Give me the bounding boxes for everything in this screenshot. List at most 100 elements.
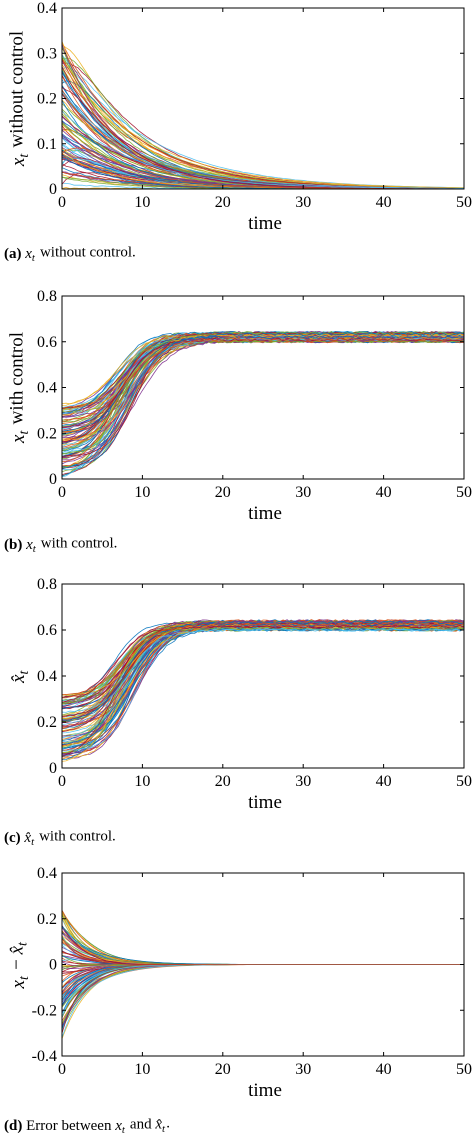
- trajectory-line: [62, 918, 464, 965]
- trajectory-line: [62, 964, 464, 1031]
- trajectory-line: [62, 964, 464, 1000]
- trajectory-line: [62, 624, 464, 699]
- x-tick-label: 0: [58, 773, 66, 790]
- x-axis-label: time: [248, 503, 282, 524]
- trajectory-line: [62, 917, 464, 965]
- y-tick-label: 0.4: [37, 865, 57, 882]
- x-tick-label: 10: [134, 484, 150, 501]
- x-tick-label: 10: [134, 773, 150, 790]
- trajectory-line: [62, 338, 464, 452]
- y-axis-label: xt with control: [6, 332, 31, 444]
- trajectory-line: [62, 330, 464, 459]
- trajectory-line: [62, 46, 464, 189]
- y-axis-label: xt − x̂t: [5, 941, 31, 990]
- trajectory-line: [62, 625, 464, 703]
- x-tick-label: 40: [376, 484, 392, 501]
- chart-panel-b: 0 10 20 30 40 50 0 0.2 0.4 0.6 0.8 time xt with cont…: [4, 288, 472, 555]
- x-tick-label: 30: [295, 773, 311, 790]
- y-tick-label: 0: [49, 181, 57, 198]
- trajectory-line: [62, 964, 464, 1029]
- trajectory-line: [62, 964, 464, 1030]
- trajectory-line: [62, 910, 464, 965]
- y-tick-label: 0: [49, 471, 57, 488]
- trajectory-line: [62, 912, 464, 965]
- trajectory-line: [62, 335, 464, 406]
- trajectory-line: [62, 54, 464, 189]
- x-tick-label: 40: [376, 194, 392, 211]
- caption: (d) Error between xt and x̂t .: [4, 1115, 170, 1136]
- x-tick-label: 20: [215, 484, 231, 501]
- y-axis-label: xt without control: [6, 31, 31, 167]
- x-tick-label: 50: [456, 194, 472, 211]
- trajectory-line: [62, 628, 464, 713]
- trajectory-line: [62, 910, 464, 965]
- axes-box: [61, 583, 465, 769]
- x-tick-label: 30: [295, 1061, 311, 1078]
- trajectory-line: [62, 337, 464, 467]
- x-tick-label: 0: [58, 1061, 66, 1078]
- trajectory-line: [62, 110, 464, 189]
- y-tick-label: 0.6: [37, 334, 57, 351]
- x-tick-label: 20: [215, 1061, 231, 1078]
- trajectory-line: [62, 339, 464, 450]
- trajectories-c: [62, 619, 464, 762]
- x-tick-label: 40: [376, 1061, 392, 1078]
- trajectory-line: [62, 964, 464, 1025]
- trajectory-line: [62, 331, 464, 451]
- x-tick-label: 10: [134, 1061, 150, 1078]
- y-tick-label: 0: [49, 760, 57, 777]
- x-axis-label: time: [248, 1080, 282, 1101]
- trajectory-line: [62, 92, 464, 189]
- y-tick-label: 0.2: [37, 714, 57, 731]
- trajectory-line: [62, 620, 464, 718]
- trajectory-line: [62, 964, 464, 1027]
- trajectory-line: [62, 338, 464, 429]
- trajectory-line: [62, 338, 464, 451]
- trajectories-d: [62, 910, 464, 1039]
- trajectory-line: [62, 913, 464, 965]
- chart-panel-c: 0 10 20 30 40 50 0 0.2 0.4 0.6 0.8 time x̂t (c) x̂t …: [4, 576, 472, 848]
- trajectory-line: [62, 45, 464, 189]
- trajectory-line: [62, 964, 464, 1028]
- y-tick-label: 0.4: [37, 668, 57, 685]
- trajectory-line: [62, 964, 464, 1025]
- caption: (c) x̂t with control.: [4, 829, 116, 849]
- trajectory-line: [62, 622, 464, 696]
- y-tick-label: 0: [49, 957, 57, 974]
- trajectory-line: [62, 339, 464, 423]
- x-tick-label: 10: [134, 194, 150, 211]
- y-axis-label: x̂t: [6, 669, 31, 684]
- trajectory-line: [62, 964, 464, 1039]
- chart-panel-a: 0 10 20 30 40 50 0 0.1 0.2 0.3 0.4 time xt without c…: [4, 0, 472, 264]
- trajectory-line: [62, 911, 464, 965]
- trajectory-line: [62, 68, 464, 189]
- y-tick-label: 0.2: [37, 425, 57, 442]
- x-tick-label: 40: [376, 773, 392, 790]
- y-tick-label: 0.3: [37, 45, 57, 62]
- x-axis-label: time: [248, 213, 282, 234]
- trajectory-line: [62, 626, 464, 747]
- x-tick-label: 20: [215, 773, 231, 790]
- trajectory-line: [62, 910, 464, 965]
- y-tick-label: 0.8: [37, 576, 57, 593]
- trajectory-line: [62, 332, 464, 469]
- x-tick-label: 30: [295, 484, 311, 501]
- caption: (b) xt with control.: [4, 536, 117, 556]
- y-tick-label: 0.4: [37, 380, 57, 397]
- y-tick-label: 0.6: [37, 622, 57, 639]
- chart-panel-d: 0 10 20 30 40 50 -0.4 -0.2 0 0.2 0.4 time xt − x̂t (…: [4, 865, 472, 1136]
- trajectory-line: [62, 337, 464, 418]
- x-tick-label: 0: [58, 194, 66, 211]
- x-tick-label: 50: [456, 484, 472, 501]
- trajectory-line: [62, 964, 464, 1031]
- trajectories-a: [62, 41, 464, 189]
- trajectory-line: [62, 63, 464, 189]
- trajectory-line: [62, 624, 464, 749]
- y-tick-label: 0.2: [37, 91, 57, 108]
- trajectory-line: [62, 626, 464, 722]
- x-tick-label: 20: [215, 194, 231, 211]
- x-tick-label: 50: [456, 773, 472, 790]
- x-tick-label: 0: [58, 484, 66, 501]
- y-tick-label: 0.8: [37, 288, 57, 305]
